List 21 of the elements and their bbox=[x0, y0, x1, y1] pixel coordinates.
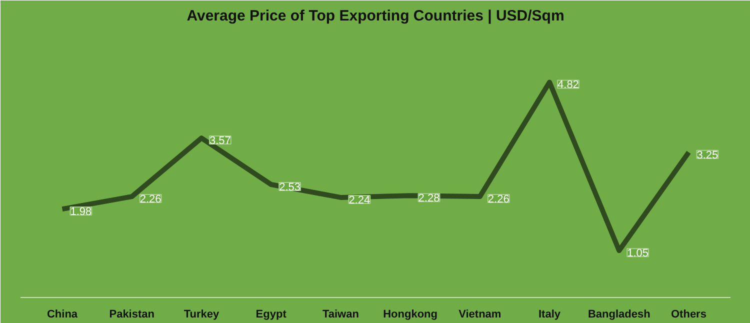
x-tick-label: Vietnam bbox=[458, 308, 502, 320]
data-label: 2.53 bbox=[279, 181, 301, 194]
x-tick-label: Others bbox=[671, 308, 706, 320]
chart-title: Average Price of Top Exporting Countries | USD/Sqm bbox=[186, 8, 564, 24]
data-label: 3.25 bbox=[696, 149, 718, 162]
x-tick-label: Turkey bbox=[184, 308, 220, 320]
data-label: 4.82 bbox=[558, 79, 579, 92]
data-label: 1.05 bbox=[627, 248, 649, 260]
x-tick-label: Pakistan bbox=[109, 308, 155, 320]
data-label: 1.98 bbox=[70, 206, 92, 218]
data-label: 2.26 bbox=[488, 194, 510, 206]
data-label: 2.26 bbox=[140, 194, 162, 206]
x-tick-label: Hongkong bbox=[383, 308, 438, 320]
data-label: 2.24 bbox=[348, 194, 370, 206]
x-tick-label: Italy bbox=[538, 308, 562, 320]
x-tick-label: Taiwan bbox=[322, 308, 360, 320]
x-tick-label: Egypt bbox=[256, 308, 287, 320]
data-label: 3.57 bbox=[209, 135, 231, 148]
x-tick-label: China bbox=[46, 308, 78, 320]
x-tick-label: Bangladesh bbox=[588, 308, 651, 320]
data-label: 2.28 bbox=[418, 192, 440, 205]
